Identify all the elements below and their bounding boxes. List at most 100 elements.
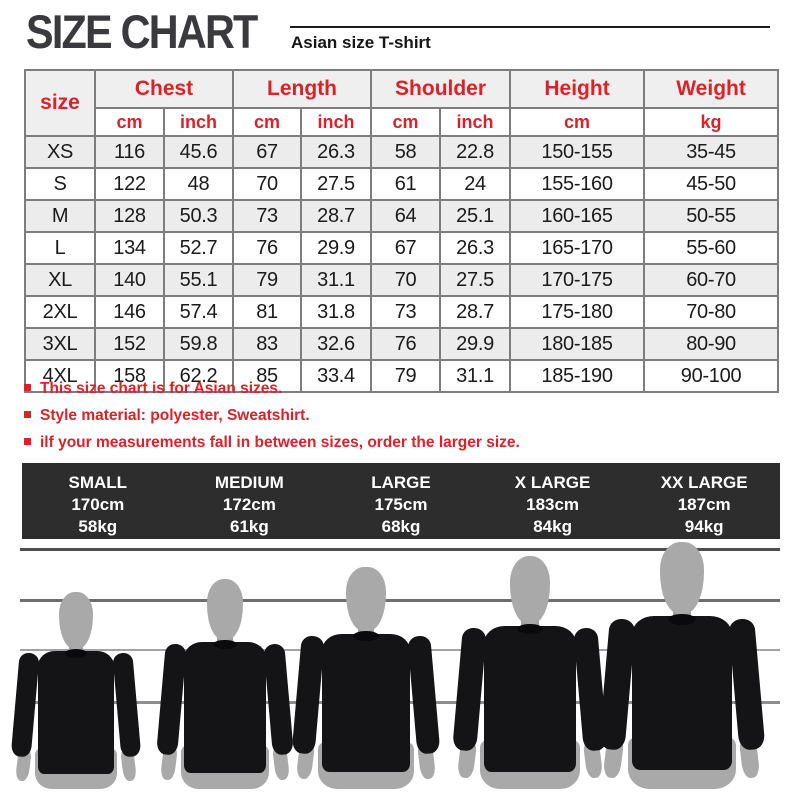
table-row-s: S 122 48 70 27.5 61 24 155-160 45-50 — [24, 167, 780, 201]
col-header-chest: Chest — [93, 69, 235, 109]
notes-list: This size chart is for Asian sizes. Styl… — [24, 379, 764, 460]
note-style-material: Style material: polyester, Sweatshirt. — [24, 406, 764, 425]
figure-collar — [65, 649, 87, 658]
banner-weight: 94kg — [684, 517, 724, 536]
figure-medium — [155, 579, 295, 789]
cell-shoulder-cm: 73 — [370, 295, 442, 329]
table-unit-header-row: cm inch cm inch cm inch cm kg — [25, 107, 780, 137]
cell-length-inch: 28.7 — [300, 199, 373, 233]
banner-col-medium: MEDIUM 172cm 61kg — [174, 463, 326, 539]
table-row-2xl: 2XL 146 57.4 81 31.8 73 28.7 175-180 70-… — [24, 295, 780, 329]
cell-shoulder-cm: 79 — [370, 359, 442, 393]
banner-size-label: X LARGE — [514, 473, 591, 492]
cell-length-cm: 85 — [232, 359, 303, 393]
table-corner-size-label: size — [24, 69, 96, 137]
note-text: This size chart is for Asian sizes. — [40, 380, 283, 397]
cell-shoulder-inch: 28.7 — [439, 295, 512, 329]
cell-length-cm: 67 — [232, 135, 303, 169]
cell-height-cm: 150-155 — [509, 135, 646, 169]
cell-chest-inch: 50.3 — [162, 199, 235, 233]
cell-length-cm: 81 — [232, 295, 303, 329]
figure-head — [58, 592, 94, 650]
square-bullet-icon — [24, 438, 31, 445]
banner-col-xx-large: XX LARGE 187cm 94kg — [628, 463, 780, 539]
cell-height-cm: 160-165 — [509, 199, 646, 233]
cell-shoulder-cm: 70 — [370, 263, 442, 297]
figure-left-arm — [452, 627, 488, 753]
figure-head — [206, 579, 244, 640]
note-asian-sizes: This size chart is for Asian sizes. — [24, 379, 764, 398]
note-text: Style material: polyester, Sweatshirt. — [40, 407, 310, 424]
unit-header-length-inch: inch — [300, 107, 373, 137]
cell-height-cm: 155-160 — [509, 167, 646, 201]
cell-size: 2XL — [24, 295, 96, 329]
cell-chest-cm: 158 — [94, 359, 165, 393]
banner-size-label: MEDIUM — [214, 473, 284, 492]
table-group-header-row: size Chest Length Shoulder Height Weight — [24, 69, 780, 137]
cell-shoulder-cm: 76 — [370, 327, 442, 361]
cell-size: XL — [24, 263, 96, 297]
figure-sweatshirt-torso — [37, 651, 115, 775]
cell-chest-cm: 146 — [94, 295, 165, 329]
cell-chest-inch: 48 — [162, 167, 235, 201]
cell-shoulder-inch: 29.9 — [439, 327, 512, 361]
cell-size: L — [24, 231, 96, 265]
banner-weight: 68kg — [381, 517, 421, 536]
figure-collar — [213, 639, 237, 650]
banner-weight: 61kg — [230, 517, 269, 536]
cell-length-inch: 31.8 — [300, 295, 373, 329]
figure-sweatshirt-torso — [184, 642, 266, 774]
cell-weight-kg: 50-55 — [643, 199, 780, 233]
figure-left-arm — [10, 652, 41, 758]
figure-right-arm — [111, 652, 142, 758]
cell-length-cm: 70 — [232, 167, 303, 201]
title-rule — [290, 26, 770, 28]
unit-header-chest-cm: cm — [94, 107, 165, 137]
figure-small — [10, 592, 142, 789]
cell-length-inch: 33.4 — [300, 359, 373, 393]
cell-chest-cm: 116 — [94, 135, 165, 169]
table-row-m: M 128 50.3 73 28.7 64 25.1 160-165 50-55 — [24, 199, 780, 233]
cell-chest-inch: 57.4 — [162, 295, 235, 329]
unit-header-shoulder-inch: inch — [439, 107, 512, 137]
cell-size: 4XL — [24, 359, 96, 393]
banner-col-small: SMALL 170cm 58kg — [22, 463, 174, 539]
cell-size: M — [24, 199, 96, 233]
cell-length-cm: 76 — [232, 231, 303, 265]
table-row-3xl: 3XL 152 59.8 83 32.6 76 29.9 180-185 80-… — [24, 327, 780, 361]
unit-header-height-cm: cm — [509, 107, 646, 137]
banner-size-label: LARGE — [371, 473, 431, 492]
cell-chest-inch: 59.8 — [162, 327, 235, 361]
cell-shoulder-inch: 27.5 — [439, 263, 512, 297]
unit-header-shoulder-cm: cm — [370, 107, 442, 137]
cell-weight-kg: 90-100 — [643, 359, 780, 393]
figure-collar — [353, 631, 379, 642]
cell-chest-inch: 62.2 — [162, 359, 235, 393]
cell-length-inch: 27.5 — [300, 167, 373, 201]
cell-chest-inch: 45.6 — [162, 135, 235, 169]
cell-weight-kg: 35-45 — [643, 135, 780, 169]
figure-sweatshirt-torso — [484, 625, 576, 772]
cell-shoulder-inch: 31.1 — [439, 359, 512, 393]
cell-chest-cm: 122 — [94, 167, 165, 201]
cell-shoulder-inch: 26.3 — [439, 231, 512, 265]
figure-right-arm — [728, 617, 766, 751]
cell-chest-cm: 152 — [94, 327, 165, 361]
banner-weight: 58kg — [78, 517, 118, 536]
cell-length-inch: 32.6 — [300, 327, 373, 361]
cell-chest-inch: 52.7 — [162, 231, 235, 265]
size-banner: SMALL 170cm 58kg MEDIUM 172cm 61kg LARGE… — [22, 463, 780, 539]
figure-collar — [667, 613, 697, 625]
height-line-1 — [20, 548, 780, 551]
figure-head — [659, 542, 705, 614]
cell-length-inch: 31.1 — [300, 263, 373, 297]
col-header-shoulder: Shoulder — [370, 69, 512, 109]
banner-height: 175cm — [374, 495, 428, 514]
cell-size: 3XL — [24, 327, 96, 361]
figure-right-arm — [263, 643, 295, 756]
banner-height: 187cm — [677, 495, 731, 514]
cell-weight-kg: 45-50 — [643, 167, 780, 201]
figure-sweatshirt-torso — [321, 633, 411, 773]
figure-x-large — [452, 556, 608, 789]
